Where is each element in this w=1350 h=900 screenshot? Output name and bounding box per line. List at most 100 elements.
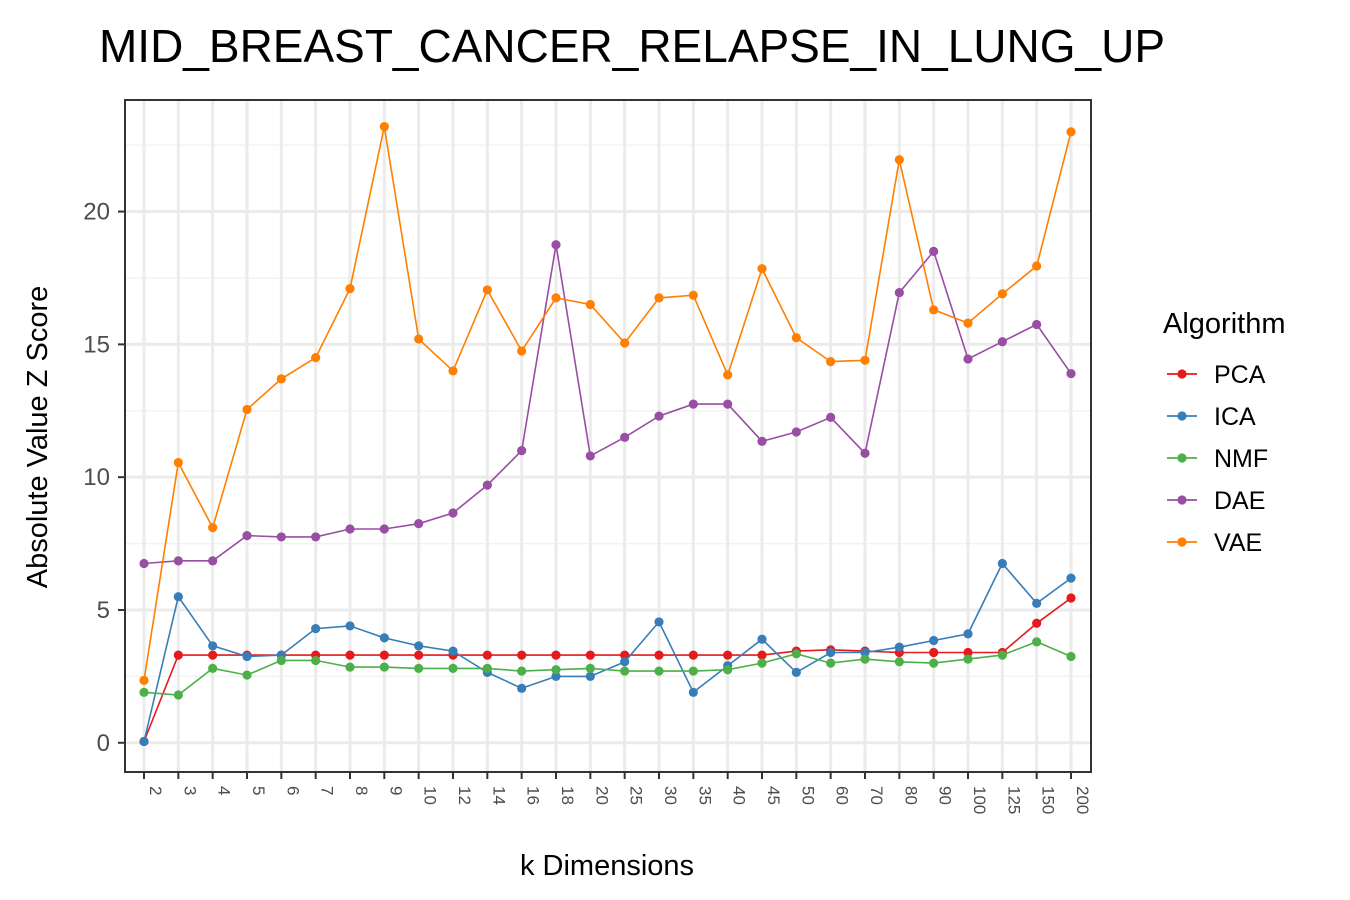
data-point-nmf xyxy=(242,670,252,680)
legend-label: DAE xyxy=(1214,487,1265,515)
series-line-dae xyxy=(143,244,1072,565)
data-point-ica xyxy=(826,647,836,658)
data-point-dae xyxy=(276,532,286,542)
x-tick-label: 35 xyxy=(695,786,714,805)
data-point-vae xyxy=(276,374,286,384)
x-tick-label: 25 xyxy=(627,786,646,805)
data-point-dae xyxy=(894,287,904,298)
x-tick-label: 60 xyxy=(833,786,852,805)
data-point-vae xyxy=(1032,261,1042,271)
plot-panel-border xyxy=(124,99,1092,773)
data-point-pca xyxy=(723,650,733,660)
data-point-vae xyxy=(311,353,321,363)
y-tick-label: 20 xyxy=(83,199,110,226)
data-point-pca xyxy=(963,647,973,658)
x-tick-label: 18 xyxy=(558,786,577,805)
data-point-pca xyxy=(654,650,664,660)
legend-item-dae: DAE xyxy=(1167,487,1265,515)
data-point-ica xyxy=(517,683,527,693)
y-tick-label: 5 xyxy=(97,597,110,624)
data-point-nmf xyxy=(585,663,595,674)
data-point-vae xyxy=(929,305,939,315)
legend-item-nmf: NMF xyxy=(1167,445,1268,473)
data-point-vae xyxy=(860,355,870,365)
x-tick-label: 6 xyxy=(283,786,302,795)
data-point-dae xyxy=(414,519,424,529)
data-point-nmf xyxy=(963,654,973,664)
data-point-ica xyxy=(1066,573,1076,583)
data-point-dae xyxy=(723,399,733,409)
x-tick-label: 7 xyxy=(318,786,337,795)
data-point-nmf xyxy=(482,663,492,674)
y-tick-label: 15 xyxy=(83,331,110,358)
data-point-dae xyxy=(242,531,252,541)
data-point-ica xyxy=(345,621,355,631)
data-point-vae xyxy=(139,675,149,685)
data-point-pca xyxy=(173,650,183,660)
x-tick-label: 3 xyxy=(180,786,199,795)
legend-key-point xyxy=(1177,537,1187,547)
data-point-vae xyxy=(345,283,355,294)
legend-item-ica: ICA xyxy=(1167,403,1256,431)
y-axis-label: Absolute Value Z Score xyxy=(22,286,54,589)
x-tick-label: 80 xyxy=(901,786,920,805)
series-line-nmf xyxy=(143,640,1072,696)
x-tick-label: 90 xyxy=(936,786,955,805)
data-point-pca xyxy=(482,650,492,660)
data-point-dae xyxy=(826,412,836,423)
data-point-vae xyxy=(620,338,630,348)
x-tick-label: 9 xyxy=(386,786,405,795)
data-point-pca xyxy=(929,647,939,658)
data-point-ica xyxy=(242,651,252,662)
data-point-vae xyxy=(242,404,252,415)
data-point-dae xyxy=(517,446,527,456)
data-point-nmf xyxy=(688,666,698,676)
series-dae xyxy=(139,240,1076,569)
data-point-vae xyxy=(379,121,389,132)
series-layer xyxy=(139,121,1076,747)
x-tick-label: 14 xyxy=(489,786,508,805)
data-point-nmf xyxy=(757,658,767,668)
data-point-nmf xyxy=(311,655,321,666)
data-point-ica xyxy=(379,633,389,643)
data-point-dae xyxy=(379,524,389,534)
legend-title: Algorithm xyxy=(1163,308,1286,340)
data-point-ica xyxy=(654,617,664,627)
data-point-nmf xyxy=(860,654,870,664)
legend-key-point xyxy=(1177,411,1187,421)
data-point-pca xyxy=(208,650,218,660)
data-point-nmf xyxy=(517,666,527,676)
data-point-ica xyxy=(448,646,458,656)
data-point-pca xyxy=(757,650,767,660)
x-tick-label: 5 xyxy=(249,786,268,795)
data-point-ica xyxy=(585,671,595,681)
data-point-ica xyxy=(688,687,698,697)
legend-key-point xyxy=(1177,369,1187,379)
data-point-dae xyxy=(929,246,939,256)
data-point-dae xyxy=(1032,319,1042,330)
data-point-dae xyxy=(482,480,492,490)
data-point-ica xyxy=(757,634,767,644)
data-point-ica xyxy=(551,671,561,681)
series-vae xyxy=(139,121,1076,685)
legend-label: ICA xyxy=(1214,403,1256,431)
data-point-dae xyxy=(963,354,973,364)
data-point-vae xyxy=(894,155,904,165)
data-point-vae xyxy=(173,457,183,468)
x-tick-label: 10 xyxy=(421,786,440,805)
data-point-ica xyxy=(929,635,939,646)
data-point-dae xyxy=(208,556,218,566)
x-tick-label: 200 xyxy=(1073,786,1092,814)
x-tick-label: 125 xyxy=(1004,786,1023,814)
legend-label: PCA xyxy=(1214,361,1266,389)
data-point-vae xyxy=(482,285,492,295)
series-line-vae xyxy=(143,126,1072,681)
data-point-vae xyxy=(757,264,767,274)
data-point-nmf xyxy=(1066,651,1076,662)
data-point-nmf xyxy=(276,655,286,666)
data-point-vae xyxy=(723,370,733,380)
x-tick-label: 12 xyxy=(455,786,474,805)
data-point-nmf xyxy=(997,650,1007,660)
data-point-nmf xyxy=(654,666,664,676)
